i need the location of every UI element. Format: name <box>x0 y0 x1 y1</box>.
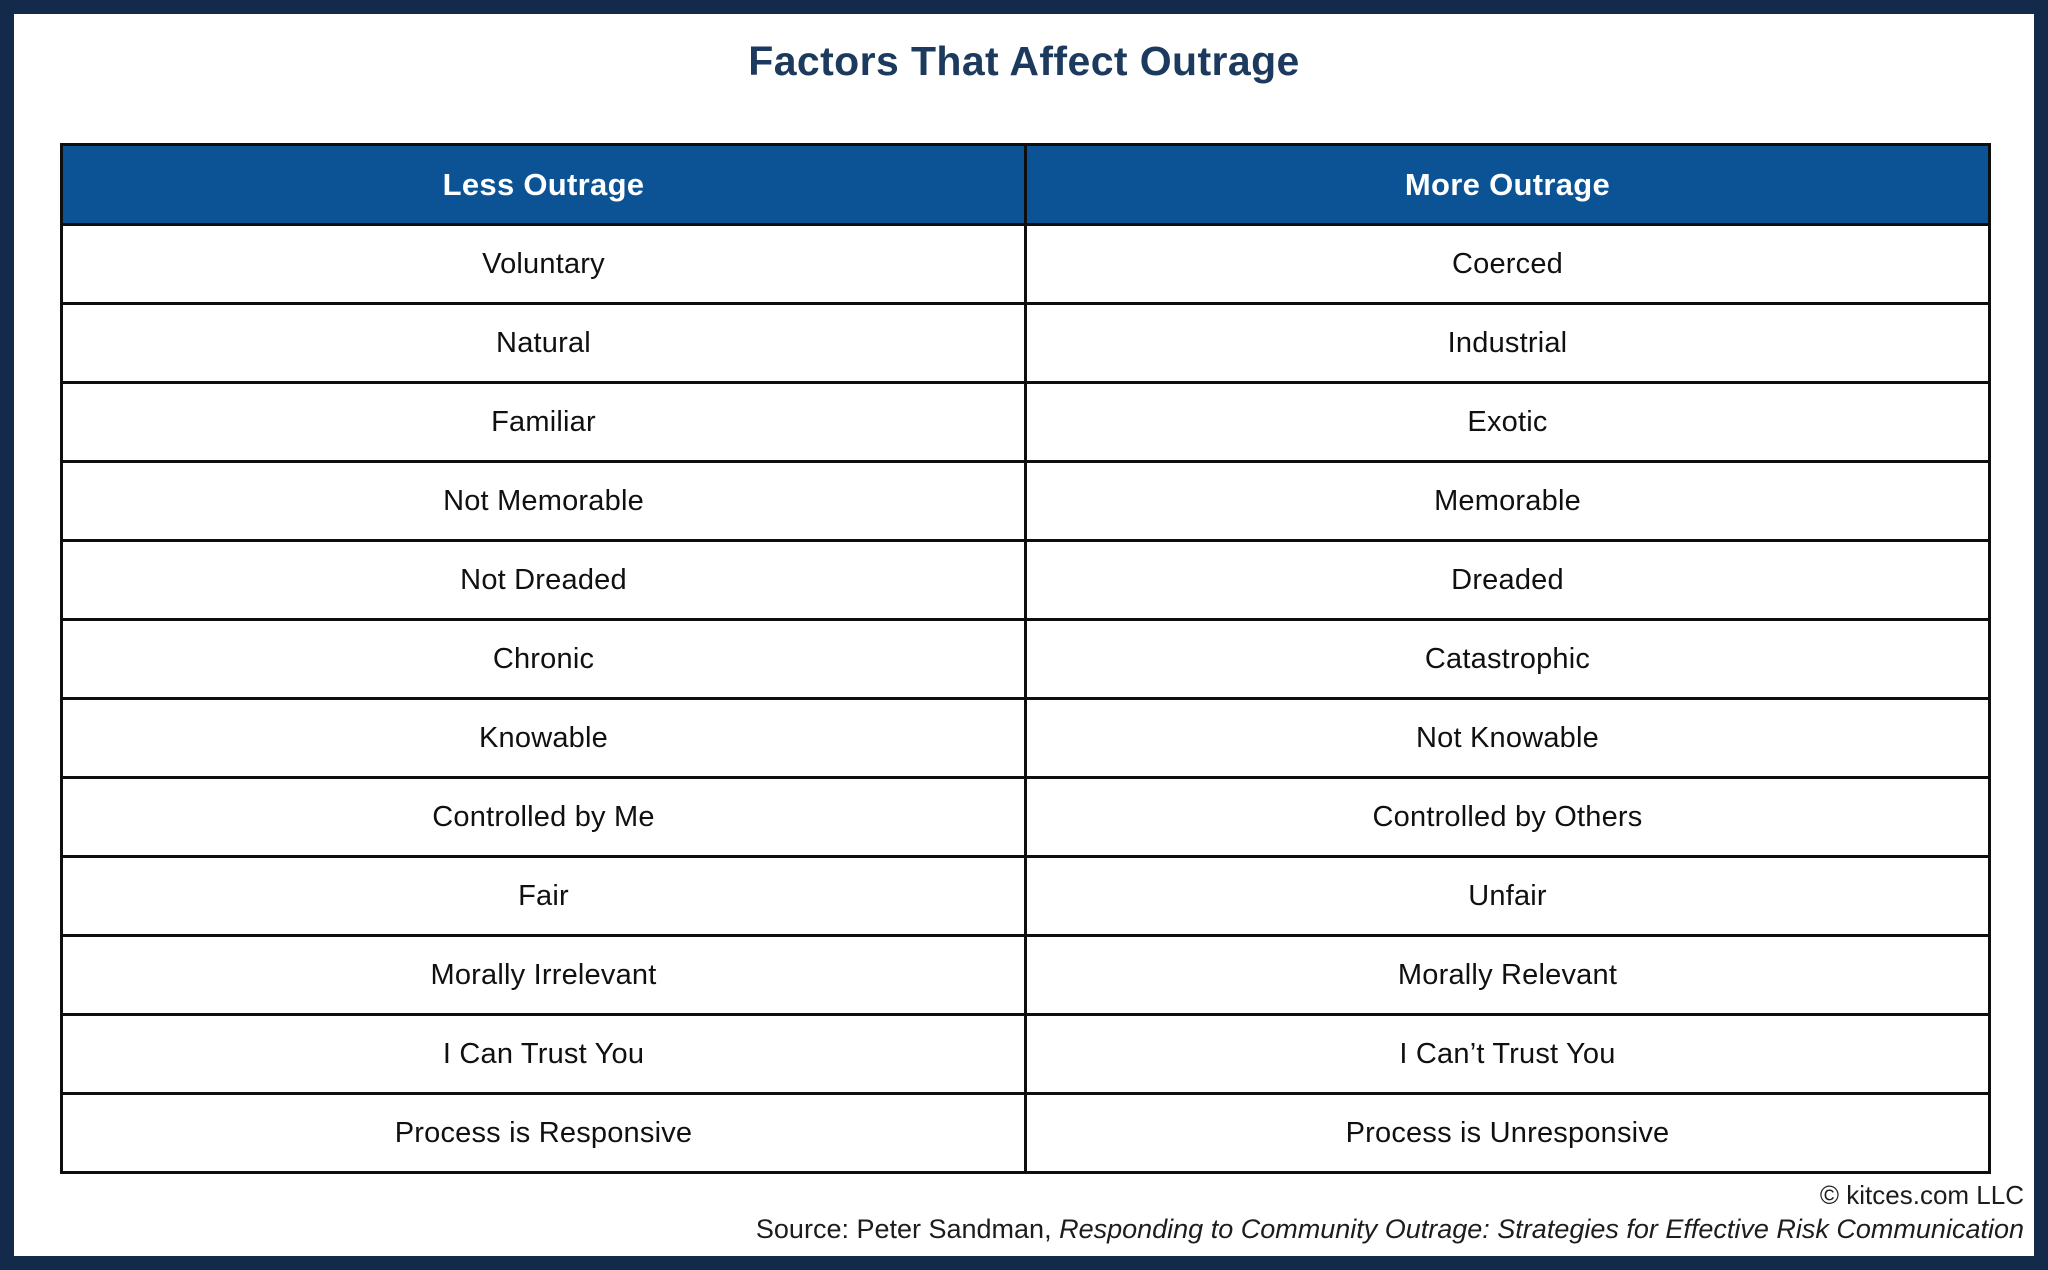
cell-more-outrage: Industrial <box>1024 302 1991 384</box>
cell-more-outrage: Morally Relevant <box>1024 934 1991 1016</box>
cell-more-outrage: Exotic <box>1024 381 1991 463</box>
header-less-outrage: Less Outrage <box>60 143 1027 226</box>
cell-more-outrage: I Can’t Trust You <box>1024 1013 1991 1095</box>
cell-less-outrage: Controlled by Me <box>60 776 1027 858</box>
page-title: Factors That Affect Outrage <box>748 38 1300 84</box>
cell-less-outrage: Natural <box>60 302 1027 384</box>
cell-more-outrage: Not Knowable <box>1024 697 1991 779</box>
table-row: Knowable Not Knowable <box>60 697 1991 779</box>
table-row: Familiar Exotic <box>60 381 1991 463</box>
outrage-table: Less Outrage More Outrage Voluntary Coer… <box>60 143 1991 1174</box>
cell-more-outrage: Controlled by Others <box>1024 776 1991 858</box>
table-row: Chronic Catastrophic <box>60 618 1991 700</box>
cell-less-outrage: Not Memorable <box>60 460 1027 542</box>
cell-more-outrage: Unfair <box>1024 855 1991 937</box>
cell-less-outrage: Familiar <box>60 381 1027 463</box>
cell-less-outrage: Process is Responsive <box>60 1092 1027 1174</box>
table-row: Morally Irrelevant Morally Relevant <box>60 934 1991 1016</box>
cell-more-outrage: Catastrophic <box>1024 618 1991 700</box>
cell-less-outrage: Knowable <box>60 697 1027 779</box>
table-row: Natural Industrial <box>60 302 1991 384</box>
header-more-outrage: More Outrage <box>1024 143 1991 226</box>
cell-less-outrage: Morally Irrelevant <box>60 934 1027 1016</box>
table-row: Not Dreaded Dreaded <box>60 539 1991 621</box>
table-row: I Can Trust You I Can’t Trust You <box>60 1013 1991 1095</box>
table-row: Fair Unfair <box>60 855 1991 937</box>
cell-more-outrage: Coerced <box>1024 223 1991 305</box>
cell-more-outrage: Process is Unresponsive <box>1024 1092 1991 1174</box>
copyright-notice: © kitces.com LLC <box>1819 1180 2024 1210</box>
cell-less-outrage: Fair <box>60 855 1027 937</box>
table-row: Not Memorable Memorable <box>60 460 1991 542</box>
table-header-row: Less Outrage More Outrage <box>60 143 1991 226</box>
cell-more-outrage: Dreaded <box>1024 539 1991 621</box>
table-row: Controlled by Me Controlled by Others <box>60 776 1991 858</box>
cell-less-outrage: Chronic <box>60 618 1027 700</box>
source-prefix: Source: Peter Sandman, <box>755 1214 1060 1244</box>
cell-more-outrage: Memorable <box>1024 460 1991 542</box>
table-row: Voluntary Coerced <box>60 223 1991 305</box>
outrage-table-container: Less Outrage More Outrage Voluntary Coer… <box>60 143 1991 1174</box>
table-row: Process is Responsive Process is Unrespo… <box>60 1092 1991 1174</box>
cell-less-outrage: Not Dreaded <box>60 539 1027 621</box>
source-attribution: Source: Peter Sandman, Responding to Com… <box>756 1214 2024 1245</box>
cell-less-outrage: I Can Trust You <box>60 1013 1027 1095</box>
source-book-title: Responding to Community Outrage: Strateg… <box>1059 1214 2024 1244</box>
cell-less-outrage: Voluntary <box>60 223 1027 305</box>
